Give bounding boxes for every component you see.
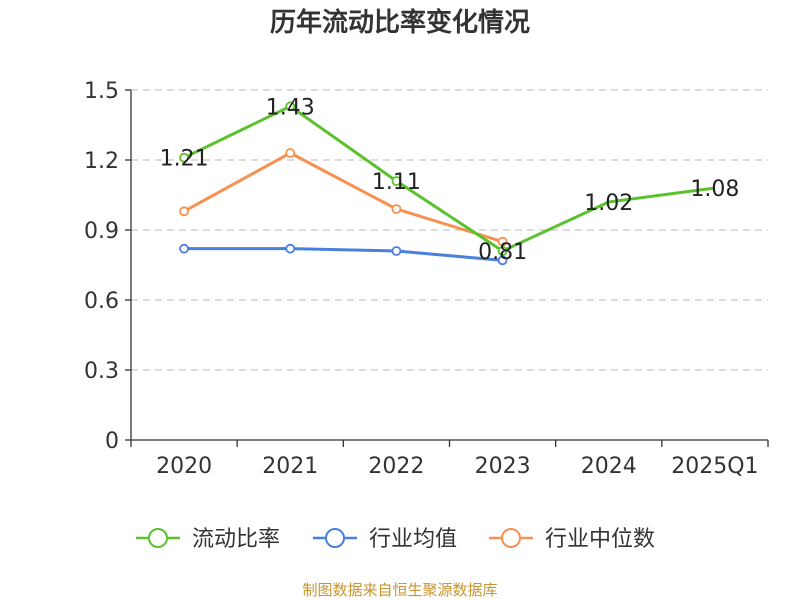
data-label: 1.08 — [690, 177, 739, 202]
data-label: 1.21 — [160, 147, 209, 172]
data-point — [391, 204, 402, 214]
data-label: 1.02 — [584, 191, 633, 216]
data-point — [497, 246, 508, 256]
y-tick-label: 1.2 — [84, 149, 119, 174]
legend-label: 行业中位数 — [545, 527, 655, 552]
legend-swatch-marker — [325, 528, 345, 548]
legend-label: 流动比率 — [192, 527, 280, 552]
data-point — [285, 148, 296, 158]
data-point — [285, 243, 296, 254]
legend-swatch-marker — [148, 528, 168, 548]
data-point — [179, 206, 189, 217]
y-tick-label: 0.9 — [84, 219, 119, 244]
data-point — [285, 101, 296, 112]
legend-item: 流动比率 — [136, 527, 280, 552]
data-label: 1.11 — [372, 170, 421, 195]
data-label: 1.43 — [266, 95, 315, 120]
grid — [131, 89, 768, 371]
source-note: 制图数据来自恒生聚源数据库 — [302, 581, 497, 599]
series-line-0 — [183, 104, 716, 253]
data-point — [179, 152, 189, 163]
data-point — [391, 176, 402, 186]
chart-title: 历年流动比率变化情况 — [270, 7, 530, 38]
legend-label: 行业均值 — [369, 527, 457, 552]
axes: 0 0.3 0.6 0.9 1.2 1.5 2020 2021 2022 2023 2024 2025… — [84, 79, 769, 479]
data-point — [391, 246, 402, 256]
x-tick-label: 2025Q1 — [671, 454, 758, 479]
y-tick-label: 0.3 — [84, 359, 119, 384]
y-tick-label: 0.6 — [84, 289, 119, 314]
data-labels: 1.21 1.43 1.11 0.81 1.02 1.08 — [160, 95, 740, 265]
series-line-1 — [184, 247, 503, 262]
y-tick-label: 1.5 — [84, 79, 119, 104]
data-point — [497, 236, 508, 247]
legend: 流动比率 行业均值 行业中位数 — [136, 527, 655, 552]
legend-item: 行业均值 — [313, 527, 457, 552]
data-point — [497, 255, 508, 266]
legend-item: 行业中位数 — [489, 527, 655, 552]
x-tick-label: 2023 — [475, 454, 531, 479]
x-tick-label: 2022 — [368, 454, 424, 479]
legend-swatch-marker — [501, 528, 521, 548]
series-line-2 — [183, 151, 504, 244]
x-tick-label: 2020 — [156, 454, 212, 479]
x-tick-label: 2021 — [262, 454, 318, 479]
series-group — [179, 101, 716, 266]
data-point — [179, 243, 189, 254]
data-label: 0.81 — [478, 240, 527, 265]
y-tick-label: 0 — [105, 429, 119, 454]
x-tick-label: 2024 — [581, 454, 637, 479]
